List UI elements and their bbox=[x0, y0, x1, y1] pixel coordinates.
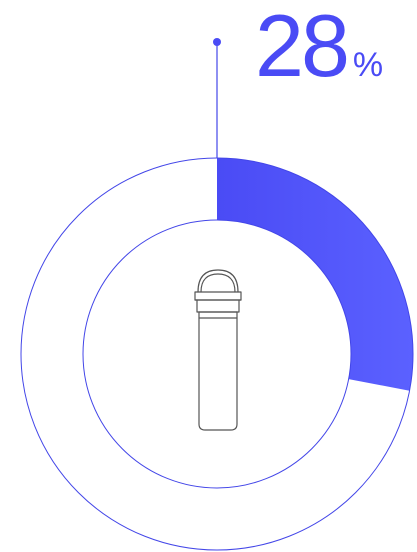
percentage-label: 28 % bbox=[255, 0, 383, 95]
donut-segment-highlight bbox=[217, 158, 413, 391]
percentage-value: 28 bbox=[255, 0, 347, 95]
donut-inner-ring bbox=[82, 219, 352, 489]
label-leader-dot bbox=[213, 38, 221, 46]
percentage-unit: % bbox=[353, 46, 383, 84]
water-bottle-icon bbox=[194, 269, 242, 431]
